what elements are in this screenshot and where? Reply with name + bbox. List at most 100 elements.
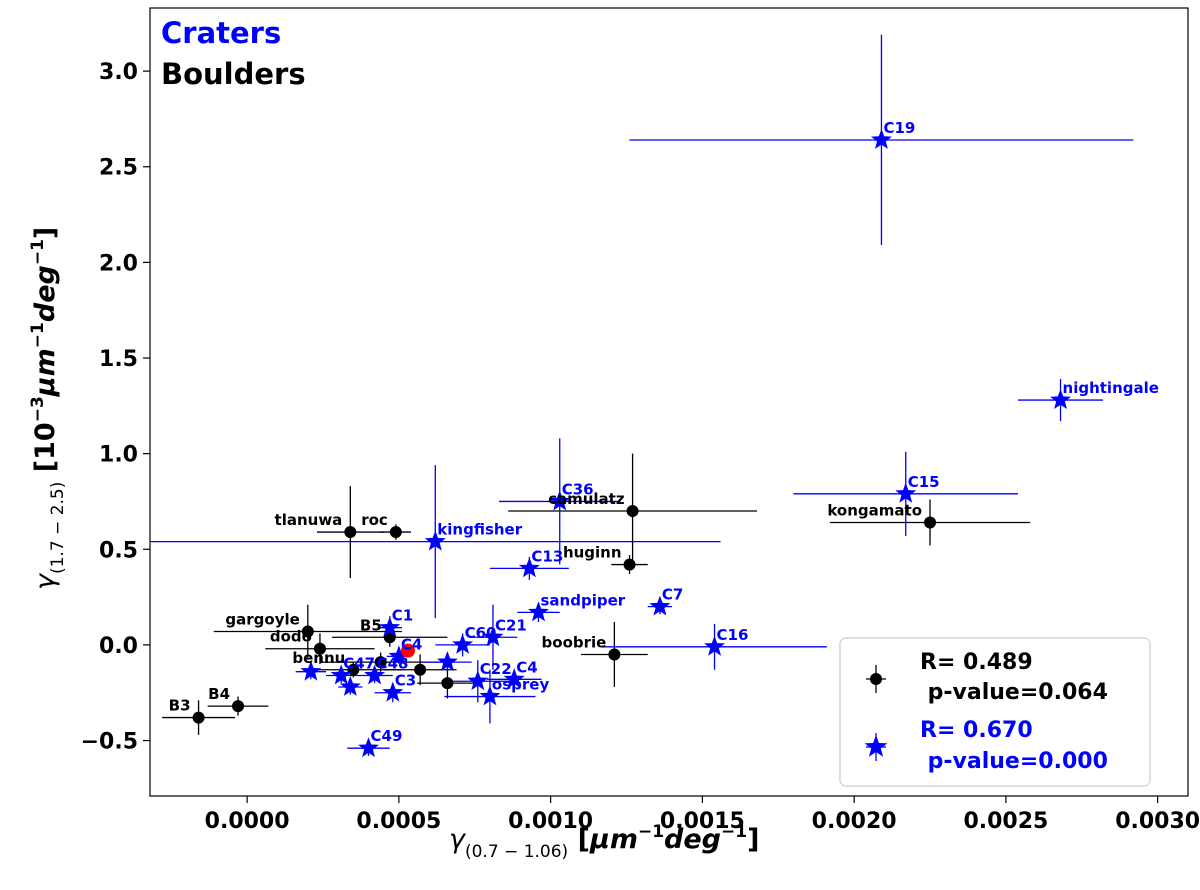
x-tick-label: 0.0015 — [660, 809, 745, 834]
boulders-point — [192, 711, 205, 724]
boulders-point-label: gargoyle — [225, 611, 299, 629]
craters-point-label: C3 — [395, 672, 416, 690]
craters-point-label: nightingale — [1063, 379, 1159, 397]
y-axis-label: γ(1.7 − 2.5) [10−3μm−1deg−1] — [28, 227, 68, 590]
legend-marker-craters — [864, 733, 888, 761]
craters-point-label: C48 — [377, 655, 409, 673]
boulders-point — [344, 526, 357, 539]
legend-boulders-r: R= 0.489 — [920, 650, 1033, 675]
craters-point — [358, 737, 379, 758]
boulders-point — [389, 526, 402, 539]
x-tick-label: 0.0010 — [508, 809, 593, 834]
x-tick-label: 0.0005 — [356, 809, 441, 834]
craters-point — [704, 635, 725, 656]
craters-point — [300, 660, 322, 681]
craters-point-label: kingfisher — [437, 521, 522, 539]
boulders-point-label: roc — [361, 511, 388, 529]
craters-point-label: C19 — [883, 119, 915, 137]
boulders-point — [301, 625, 314, 638]
boulders-point — [623, 558, 636, 571]
craters-point-label: C13 — [531, 547, 563, 565]
y-tick-label: 1.5 — [99, 347, 138, 372]
craters-point-label: C4 — [401, 635, 422, 653]
x-tick-label: 0.0020 — [812, 809, 897, 834]
y-tick-label: 3.0 — [99, 60, 138, 85]
boulders-point-label: B4 — [208, 685, 230, 703]
craters-point — [382, 681, 404, 702]
x-axis-label: γ(0.7 − 1.06) [μm−1deg−1] — [449, 822, 759, 862]
title-boulders: Boulders — [161, 57, 306, 91]
y-tick-label: 0.5 — [99, 538, 138, 563]
legend-box — [839, 637, 1151, 787]
boulders-point — [414, 663, 427, 676]
craters-point — [479, 685, 501, 706]
point-labels: tlanuwa roc camulatz kongamato huginn boobrie… — [169, 119, 1159, 745]
x-axis: 0.0000 0.0005 0.0010 0.0015 0.0020 0.0025 0.00… — [205, 796, 1200, 834]
craters-point — [1050, 389, 1071, 409]
craters-point-label: C47 — [343, 655, 375, 673]
craters-point — [528, 601, 549, 622]
boulders-point — [374, 656, 387, 669]
craters-point — [649, 595, 671, 616]
x-tick-label: 0.0030 — [1115, 809, 1200, 834]
boulders-point-label: dodo — [270, 628, 312, 646]
plot-frame — [149, 7, 1189, 797]
y-tick-label: 2.0 — [99, 251, 138, 276]
craters-point — [339, 676, 361, 696]
boulders-point-label: tlanuwa — [275, 511, 343, 529]
craters-point — [895, 482, 917, 503]
legend-boulders-p: p-value=0.064 — [920, 680, 1108, 705]
craters-point — [467, 670, 489, 691]
y-tick-label: 2.5 — [99, 156, 138, 181]
legend-craters-r: R= 0.670 — [920, 718, 1033, 743]
boulders-point-label: kongamato — [827, 501, 922, 519]
craters-point-label: C49 — [371, 727, 403, 745]
legend-boulders-dot — [870, 673, 882, 685]
boulders-point-label: huginn — [563, 544, 622, 562]
boulders-point-label: camulatz — [548, 490, 625, 508]
y-axis: −0.5 0.0 0.5 1.0 1.5 2.0 2.5 3.0 — [81, 60, 150, 755]
legend-craters-star — [864, 735, 888, 757]
craters-point — [518, 557, 540, 578]
craters-point — [871, 129, 892, 149]
craters-point-label: C36 — [562, 480, 594, 498]
boulders-point — [608, 648, 621, 661]
y-tick-label: −0.5 — [81, 730, 138, 755]
craters-point-label: C15 — [908, 473, 940, 491]
highlight-point — [400, 643, 415, 658]
craters-point — [452, 633, 474, 654]
boulders-point — [232, 700, 245, 713]
craters-point-label: C4 — [516, 658, 537, 676]
boulders-point-label: B3 — [169, 697, 191, 715]
boulders-point — [441, 677, 454, 690]
craters-point — [549, 490, 571, 511]
y-tick-label: 1.0 — [99, 443, 138, 468]
craters-point-label: C16 — [717, 626, 749, 644]
craters-point — [437, 651, 458, 671]
craters-point — [364, 664, 386, 685]
boulders-point-label: B5 — [360, 616, 382, 634]
craters-point-label: C7 — [662, 586, 683, 604]
title-craters: Craters — [161, 16, 281, 50]
craters-point — [503, 668, 525, 689]
craters-point — [379, 616, 401, 637]
craters-point — [330, 664, 352, 685]
markers — [192, 129, 1071, 758]
craters-point — [482, 626, 504, 647]
plot-area: tlanuwa roc camulatz kongamato huginn boobrie… — [150, 34, 1159, 758]
boulders-point-label: boobrie — [542, 633, 607, 651]
craters-point-label: sandpiper — [540, 591, 625, 609]
boulders-point — [313, 642, 326, 655]
legend-craters-p: p-value=0.000 — [920, 749, 1108, 774]
boulders-point — [924, 516, 937, 529]
craters-point-label: C60 — [465, 624, 497, 642]
y-tick-label: 0.0 — [99, 634, 138, 659]
boulders-point-label: bennu — [292, 649, 345, 667]
legend-marker-boulders — [866, 665, 886, 693]
craters-point-label: C1 — [392, 607, 413, 625]
craters-point — [424, 530, 446, 551]
craters-point-label: C22 — [480, 660, 512, 678]
x-tick-label: 0.0000 — [205, 809, 290, 834]
craters-point-label: osprey — [492, 676, 550, 694]
